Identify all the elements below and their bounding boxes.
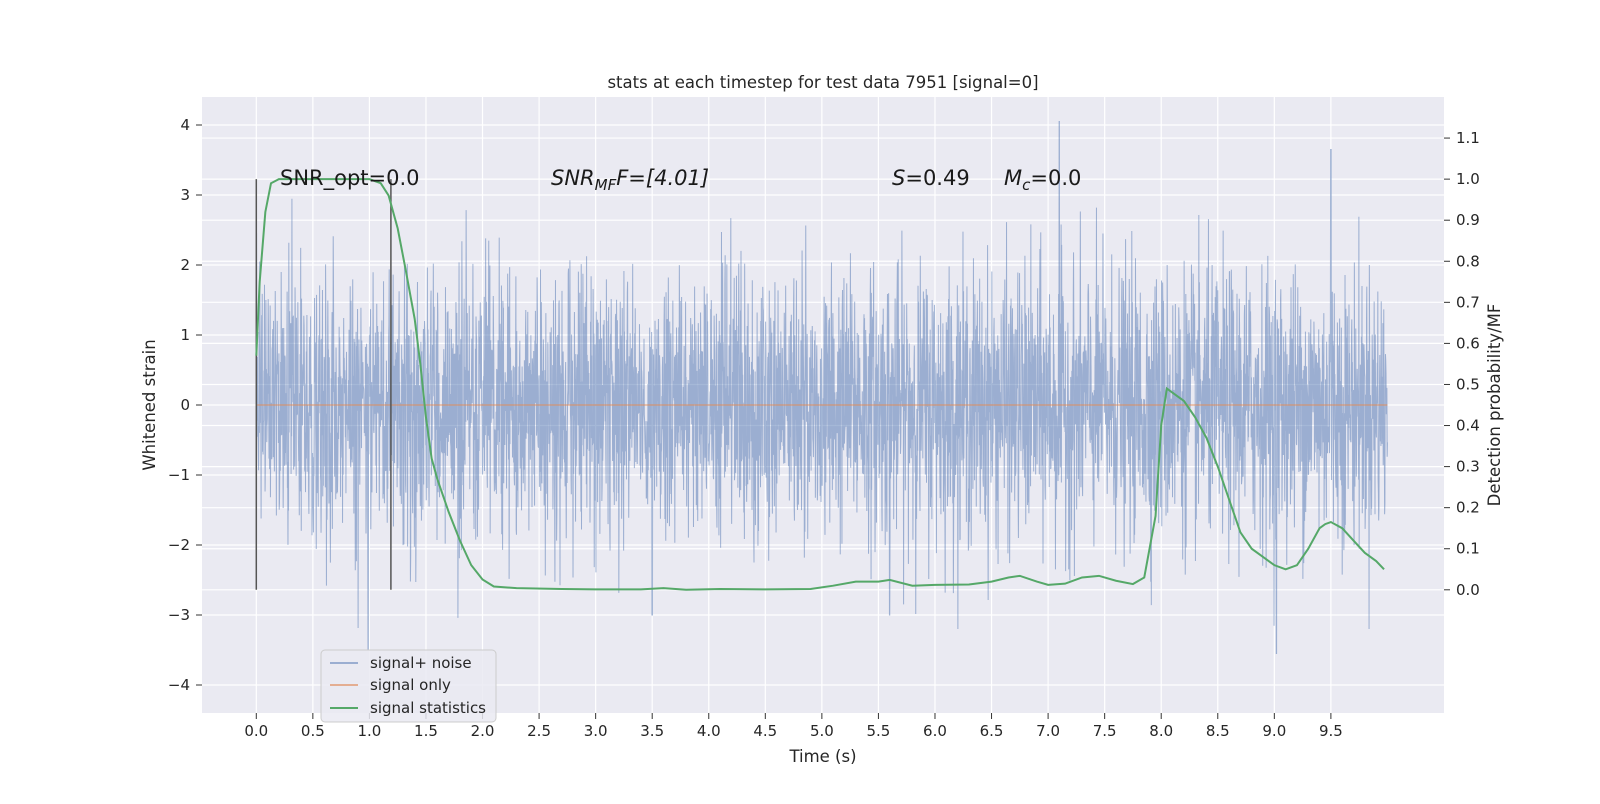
legend-label-noise: signal+ noise <box>370 654 472 672</box>
y-tick-label-left: −4 <box>168 676 190 694</box>
x-tick-label: 8.0 <box>1149 722 1173 740</box>
signal-statistics-series <box>255 178 1385 591</box>
y-tick-label-left: −3 <box>168 606 190 624</box>
y-axis-left-title: Whitened strain <box>140 339 159 470</box>
mc-value: =0.0 <box>1030 166 1081 190</box>
mc-sub: c <box>1022 176 1031 194</box>
x-tick-label: 3.5 <box>640 722 664 740</box>
annotation-mc: Mc=0.0 <box>1004 166 1081 194</box>
signal-noise-line <box>255 121 1388 654</box>
x-tick-label: 9.0 <box>1262 722 1286 740</box>
y-tick-label-left: −1 <box>168 466 190 484</box>
chart-title: stats at each timestep for test data 795… <box>607 73 1038 92</box>
x-tick-label: 1.0 <box>357 722 381 740</box>
y-tick-label-right: 0.6 <box>1456 334 1480 352</box>
signal-statistics-line <box>255 178 1385 591</box>
x-tick-label: 7.0 <box>1036 722 1060 740</box>
x-tick-label: 1.5 <box>414 722 438 740</box>
snr-mf-suffix: F=[4.01] <box>616 166 709 190</box>
y-tick-label-right: 1.1 <box>1456 129 1480 147</box>
x-tick-label: 5.5 <box>866 722 890 740</box>
y-tick-label-left: 4 <box>180 116 190 134</box>
annotation-snr-mf: SNRMFF=[4.01] <box>551 166 709 194</box>
x-tick-label: 5.0 <box>810 722 834 740</box>
axis-ticks: 0.0 0.5 1.0 1.5 2.0 2.5 3.0 3.5 4.0 4.5 5.0 5.5 6.0 6… <box>168 116 1480 740</box>
x-tick-label: 0.5 <box>301 722 325 740</box>
x-tick-label: 6.0 <box>923 722 947 740</box>
y-tick-label-left: 0 <box>180 396 190 414</box>
y-tick-label-right: 0.7 <box>1456 293 1480 311</box>
y-tick-label-left: −2 <box>168 536 190 554</box>
x-tick-label: 2.0 <box>471 722 495 740</box>
signal-noise-series <box>255 121 1388 654</box>
x-tick-label: 4.5 <box>753 722 777 740</box>
y-tick-label-right: 0.2 <box>1456 499 1480 517</box>
y-axis-right-title: Detection probability/MF <box>1485 304 1504 507</box>
mc-label: M <box>1004 166 1022 190</box>
y-tick-label-right: 0.1 <box>1456 540 1480 558</box>
x-tick-label: 8.5 <box>1206 722 1230 740</box>
vertical-markers <box>255 179 392 590</box>
legend-label-signal: signal only <box>370 676 451 694</box>
y-tick-label-right: 0.3 <box>1456 458 1480 476</box>
x-axis-title: Time (s) <box>788 747 856 766</box>
y-tick-label-left: 1 <box>180 326 190 344</box>
y-tick-label-right: 0.8 <box>1456 252 1480 270</box>
x-tick-label: 3.0 <box>584 722 608 740</box>
y-tick-label-right: 0.9 <box>1456 211 1480 229</box>
snr-mf-prefix: SNR <box>551 166 595 190</box>
annotation-snr-opt: SNR_opt=0.0 <box>280 166 420 191</box>
legend-label-stats: signal statistics <box>370 699 486 717</box>
y-tick-label-left: 2 <box>180 256 190 274</box>
x-tick-label: 4.0 <box>697 722 721 740</box>
y-tick-label-right: 0.5 <box>1456 375 1480 393</box>
y-tick-label-left: 3 <box>180 186 190 204</box>
x-tick-label: 0.0 <box>244 722 268 740</box>
annotation-s: S=0.49 <box>892 166 970 190</box>
s-value: =0.49 <box>905 166 969 190</box>
legend: signal+ noise signal only signal statist… <box>320 649 497 723</box>
legend-box <box>320 649 497 723</box>
x-tick-label: 9.5 <box>1319 722 1343 740</box>
y-tick-label-right: 0.4 <box>1456 417 1480 435</box>
snr-mf-sub: MF <box>595 176 617 194</box>
y-tick-label-right: 0.0 <box>1456 581 1480 599</box>
s-label: S <box>892 166 905 190</box>
x-tick-label: 2.5 <box>527 722 551 740</box>
x-tick-label: 7.5 <box>1093 722 1117 740</box>
x-tick-label: 6.5 <box>980 722 1004 740</box>
y-tick-label-right: 1.0 <box>1456 170 1480 188</box>
